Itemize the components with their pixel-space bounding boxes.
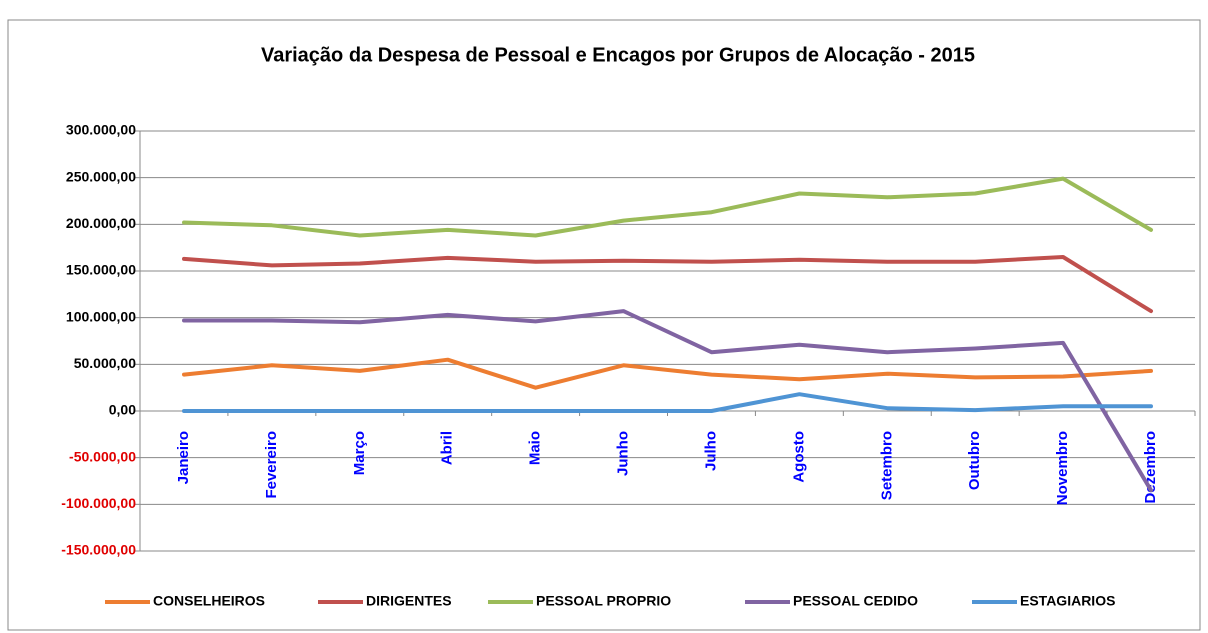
y-tick-label: 50.000,00 [74, 355, 136, 371]
y-tick-label: 200.000,00 [66, 215, 136, 231]
y-tick-label: 100.000,00 [66, 308, 136, 324]
legend-label: DIRIGENTES [366, 593, 452, 609]
x-tick-label: Maio [527, 431, 544, 465]
series-line [182, 255, 1153, 314]
x-tick-label: Novembro [1054, 431, 1071, 505]
legend-label: CONSELHEIROS [153, 593, 265, 609]
legend-label: PESSOAL PROPRIO [536, 593, 671, 609]
x-tick-label: Outubro [966, 431, 983, 490]
y-tick-label: -150.000,00 [61, 542, 136, 558]
x-tick-label: Julho [702, 431, 719, 471]
x-tick-label: Abril [439, 431, 456, 465]
y-tick-label: -100.000,00 [61, 495, 136, 511]
series-line [182, 176, 1153, 238]
series-line [182, 392, 1153, 413]
y-tick-label: 0,00 [109, 402, 136, 418]
x-tick-label: Setembro [878, 431, 895, 500]
legend-label: ESTAGIARIOS [1020, 593, 1115, 609]
series-line [182, 357, 1153, 390]
y-tick-label: 300.000,00 [66, 122, 136, 138]
y-tick-label: 150.000,00 [66, 262, 136, 278]
chart-title: Variação da Despesa de Pessoal e Encagos… [261, 44, 975, 66]
chart-frame [7, 19, 1201, 631]
x-tick-label: Março [351, 431, 368, 475]
legend-label: PESSOAL CEDIDO [793, 593, 918, 609]
y-tick-label: -50.000,00 [69, 448, 136, 464]
x-tick-label: Fevereiro [263, 431, 280, 499]
series-line [182, 309, 1153, 493]
x-tick-label: Junho [615, 431, 632, 476]
x-tick-label: Dezembro [1142, 431, 1159, 504]
x-tick-label: Agosto [790, 431, 807, 483]
y-tick-label: 250.000,00 [66, 168, 136, 184]
x-tick-label: Janeiro [175, 431, 192, 484]
